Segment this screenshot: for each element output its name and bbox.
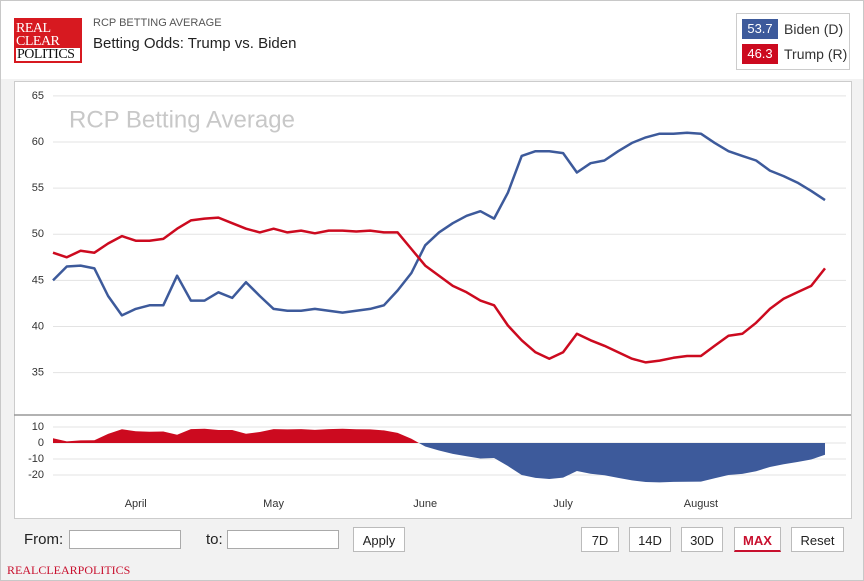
to-input[interactable]: [227, 530, 339, 549]
logo[interactable]: REAL CLEAR POLITICS: [14, 18, 82, 63]
range-button[interactable]: 30D: [681, 527, 723, 552]
legend-item: 53.7 Biden (D): [742, 19, 843, 39]
range-button[interactable]: 7D: [581, 527, 619, 552]
spread-area-above: [53, 428, 825, 443]
y-tick-label: 60: [32, 136, 44, 148]
line-0: [52, 131, 826, 317]
y-tick-label: 50: [32, 228, 44, 240]
legend-item: 46.3 Trump (R): [742, 44, 847, 64]
legend-value: 53.7: [742, 19, 778, 39]
y-tick-label: 55: [32, 182, 44, 194]
range-button[interactable]: Reset: [791, 527, 844, 552]
y-tick-label: 35: [32, 366, 44, 378]
line-1: [52, 216, 826, 364]
x-tick-label: May: [263, 498, 284, 510]
title: Betting Odds: Trump vs. Biden: [93, 35, 297, 52]
from-input[interactable]: [69, 530, 181, 549]
legend: 53.7 Biden (D) 46.3 Trump (R): [736, 13, 850, 70]
range-button[interactable]: MAX: [734, 527, 781, 552]
to-label: to:: [206, 531, 223, 548]
legend-label: Biden (D): [784, 21, 844, 37]
chart: RCP Betting Average 35 40 45 50 55 60 65 10 0 -10…: [14, 90, 851, 510]
from-label: From:: [24, 531, 64, 548]
footer: REALCLEARPOLITICS: [7, 563, 131, 577]
legend-value: 46.3: [742, 44, 778, 64]
range-button[interactable]: 14D: [629, 527, 671, 552]
apply-button[interactable]: Apply: [353, 527, 405, 552]
y-tick-label: -10: [28, 453, 44, 465]
y-tick-label: 45: [32, 274, 44, 286]
legend-label: Trump (R): [784, 46, 848, 62]
x-tick-label: June: [413, 498, 437, 510]
y-tick-label: 0: [38, 437, 44, 449]
x-tick-label: July: [553, 498, 573, 510]
spread-area-below: [53, 443, 825, 483]
logo-line: REAL: [16, 21, 51, 36]
x-tick-label: April: [125, 498, 147, 510]
y-tick-label: -20: [28, 469, 44, 481]
logo-line: POLITICS: [16, 48, 80, 62]
x-tick-label: August: [684, 498, 718, 510]
y-tick-label: 65: [32, 90, 44, 102]
header: [1, 1, 863, 79]
y-tick-label: 10: [32, 421, 44, 433]
watermark: RCP Betting Average: [69, 106, 295, 133]
logo-line: CLEAR: [16, 34, 60, 49]
y-tick-label: 40: [32, 320, 44, 332]
kicker: RCP BETTING AVERAGE: [93, 17, 222, 29]
